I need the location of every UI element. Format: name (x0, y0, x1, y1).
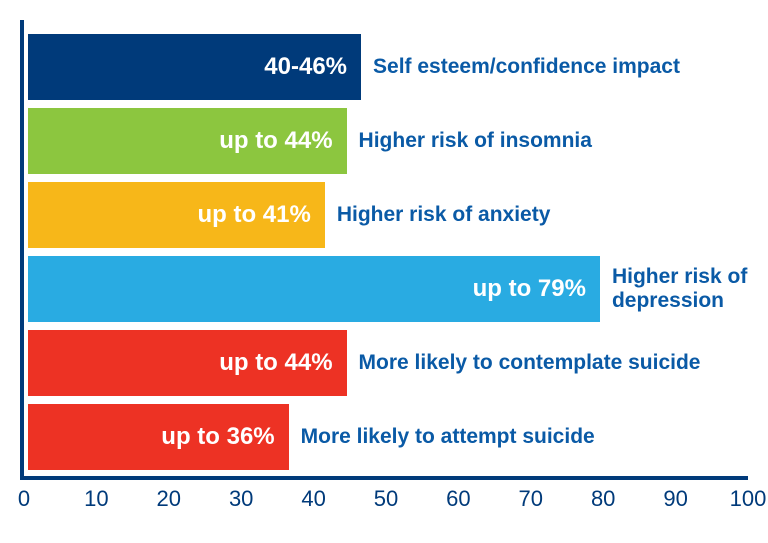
bar-row: up to 44% More likely to contemplate suic… (28, 330, 748, 396)
bar-value-label: up to 41% (197, 201, 310, 229)
bar: up to 36% (28, 404, 289, 470)
bar-value-label: up to 79% (473, 275, 586, 303)
bar-value-label: 40-46% (264, 53, 347, 81)
x-tick-label: 30 (229, 486, 253, 512)
bars-container: 40-46% Self esteem/confidence impact up to… (28, 34, 748, 472)
x-tick-label: 40 (301, 486, 325, 512)
bar-value-label: up to 44% (219, 349, 332, 377)
x-tick-label: 100 (730, 486, 767, 512)
bar-category-label: Self esteem/confidence impact (373, 55, 680, 79)
x-tick-label: 0 (18, 486, 30, 512)
bar: up to 79% (28, 256, 600, 322)
x-tick-label: 20 (157, 486, 181, 512)
bar-row: up to 36% More likely to attempt suicide (28, 404, 748, 470)
plot-area: 40-46% Self esteem/confidence impact up to… (20, 20, 748, 480)
bar-category-label: Higher risk of anxiety (337, 203, 551, 227)
x-tick-label: 60 (446, 486, 470, 512)
bar-value-label: up to 44% (219, 127, 332, 155)
bar-row: up to 41% Higher risk of anxiety (28, 182, 748, 248)
bar-row: up to 79%Higher risk ofdepression (28, 256, 748, 322)
x-tick-label: 90 (663, 486, 687, 512)
bar-category-label: Higher risk ofdepression (612, 265, 752, 313)
x-tick-label: 80 (591, 486, 615, 512)
bar: up to 41% (28, 182, 325, 248)
bar-value-label: up to 36% (161, 423, 274, 451)
bar-row: up to 44% Higher risk of insomnia (28, 108, 748, 174)
bar-category-label: More likely to attempt suicide (301, 425, 595, 449)
x-tick-label: 70 (519, 486, 543, 512)
bar: 40-46% (28, 34, 361, 100)
risk-bar-chart: 40-46% Self esteem/confidence impact up to… (20, 20, 748, 523)
bar-category-label: More likely to contemplate suicide (359, 351, 701, 375)
bar: up to 44% (28, 108, 347, 174)
x-tick-label: 10 (84, 486, 108, 512)
x-tick-label: 50 (374, 486, 398, 512)
x-axis-ticks: 0102030405060708090100 (20, 486, 748, 516)
bar: up to 44% (28, 330, 347, 396)
bar-row: 40-46% Self esteem/confidence impact (28, 34, 748, 100)
bar-category-label: Higher risk of insomnia (359, 129, 592, 153)
